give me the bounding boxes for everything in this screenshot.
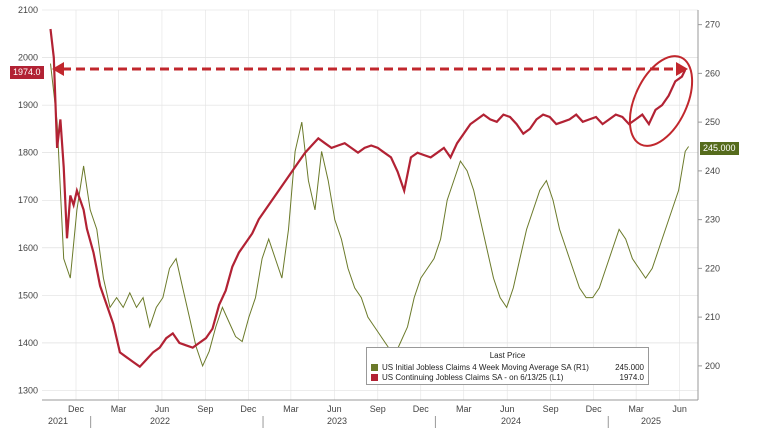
legend-swatch-initial bbox=[371, 363, 378, 371]
right-tick-label: 220 bbox=[705, 263, 720, 273]
legend-label-continuing: US Continuing Jobless Claims SA - on 6/1… bbox=[382, 372, 564, 382]
right-tick-label: 260 bbox=[705, 68, 720, 78]
legend-value-initial: 245.000 bbox=[615, 362, 644, 372]
left-tick-label: 1300 bbox=[18, 385, 38, 395]
x-month-label: Mar bbox=[283, 404, 299, 414]
left-axis: 1300 1400 1500 1600 1700 1800 1900 2000 2100 bbox=[18, 5, 38, 395]
x-year-label: 2022 bbox=[150, 416, 170, 426]
x-year-label: 2021 bbox=[48, 416, 68, 426]
x-year-label: 2024 bbox=[501, 416, 521, 426]
arrow-head-left bbox=[52, 62, 64, 76]
right-tick-label: 250 bbox=[705, 117, 720, 127]
x-month-label: Jun bbox=[672, 404, 687, 414]
legend-entry-initial: US Initial Jobless Claims 4 Week Moving … bbox=[371, 362, 644, 372]
left-tick-label: 2000 bbox=[18, 53, 38, 63]
left-tick-label: 1700 bbox=[18, 195, 38, 205]
gridlines bbox=[42, 9, 698, 400]
left-tick-label: 1900 bbox=[18, 100, 38, 110]
legend-title: Last Price bbox=[489, 351, 526, 360]
series-continuing-claims-line bbox=[49, 28, 687, 369]
x-month-label: Dec bbox=[240, 404, 257, 414]
series-initial-claims-line bbox=[50, 63, 690, 368]
x-month-label: Jun bbox=[327, 404, 342, 414]
left-tick-label: 1600 bbox=[18, 243, 38, 253]
x-month-label: Jun bbox=[500, 404, 515, 414]
right-tick-label: 270 bbox=[705, 20, 720, 30]
right-tick-label: 200 bbox=[705, 361, 720, 371]
right-tick-label: 230 bbox=[705, 215, 720, 225]
right-tick-label: 210 bbox=[705, 312, 720, 322]
right-tick-label: 240 bbox=[705, 166, 720, 176]
arrow-head-right bbox=[676, 62, 688, 76]
left-tick-label: 1500 bbox=[18, 290, 38, 300]
highlight-circle bbox=[628, 55, 694, 147]
x-month-label: Sep bbox=[370, 404, 386, 414]
x-month-label: Mar bbox=[456, 404, 472, 414]
x-month-label: Dec bbox=[68, 404, 85, 414]
left-tick-label: 1800 bbox=[18, 148, 38, 158]
right-last-value-tag: 245.000 bbox=[700, 142, 739, 155]
x-month-label: Jun bbox=[155, 404, 170, 414]
x-month-label: Mar bbox=[628, 404, 644, 414]
x-month-label: Sep bbox=[197, 404, 213, 414]
left-tick-label: 1400 bbox=[18, 338, 38, 348]
left-tick-label: 2100 bbox=[18, 5, 38, 15]
legend-entry-continuing: US Continuing Jobless Claims SA - on 6/1… bbox=[371, 372, 644, 382]
x-axis: Dec Mar Jun Sep Dec Mar Jun Sep Dec Mar Jun Sep Dec M… bbox=[48, 404, 687, 428]
x-year-label: 2023 bbox=[327, 416, 347, 426]
legend-swatch-continuing bbox=[371, 373, 378, 381]
legend-label-initial: US Initial Jobless Claims 4 Week Moving … bbox=[382, 362, 589, 372]
legend: Last Price US Initial Jobless Claims 4 W… bbox=[366, 347, 649, 385]
x-month-label: Dec bbox=[586, 404, 603, 414]
x-month-label: Dec bbox=[413, 404, 430, 414]
x-month-label: Sep bbox=[543, 404, 559, 414]
right-axis: 200 210 220 230 240 250 260 270 bbox=[698, 20, 720, 371]
x-year-label: 2025 bbox=[641, 416, 661, 426]
left-last-value-tag: 1974.0 bbox=[10, 66, 44, 79]
legend-value-continuing: 1974.0 bbox=[619, 372, 644, 382]
x-month-label: Mar bbox=[111, 404, 127, 414]
